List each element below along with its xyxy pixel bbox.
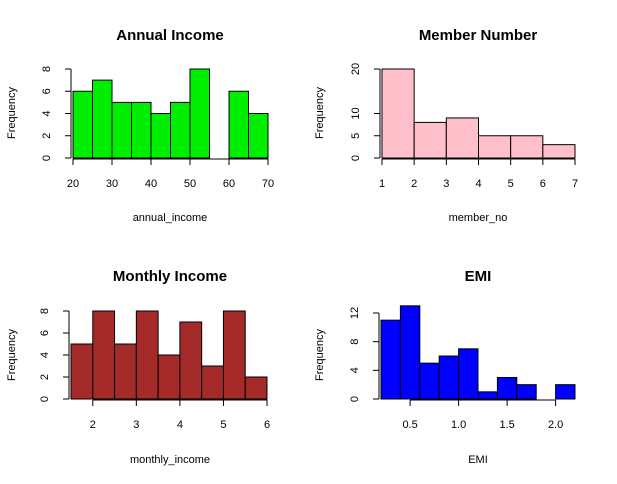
histogram-bar — [510, 135, 544, 159]
x-tick-label: 2 — [90, 419, 96, 431]
y-tick-label: 0 — [349, 396, 361, 402]
histogram-bar — [380, 319, 401, 400]
y-tick-label: 10 — [350, 107, 362, 119]
x-tick-label: 5 — [508, 178, 514, 190]
histogram-bar — [92, 79, 113, 159]
histogram-bar — [413, 121, 447, 159]
histogram-bar — [157, 354, 181, 400]
histogram-bar — [135, 310, 159, 400]
x-tick-label: 60 — [223, 178, 235, 190]
x-tick-label: 1.0 — [451, 419, 466, 431]
histogram-bar — [399, 305, 421, 400]
x-tick-label: 3 — [133, 419, 139, 431]
y-tick-label: 4 — [349, 367, 361, 373]
x-tick-label: 30 — [106, 178, 118, 190]
histogram-bar — [201, 365, 224, 400]
panel-monthly-income: Monthly Income monthly_income Frequency … — [6, 268, 270, 466]
histogram-bar — [189, 68, 210, 159]
histogram-bar — [445, 117, 480, 159]
y-tick-label: 0 — [41, 155, 53, 161]
chart-title: Monthly Income — [113, 268, 227, 285]
panel-annual-income: Annual Income annual_income Frequency 20… — [6, 27, 274, 224]
histogram-bar — [244, 376, 268, 400]
x-axis-label: member_no — [449, 212, 508, 224]
histogram-bar — [70, 343, 94, 400]
chart-title: Member Number — [419, 27, 538, 44]
y-axis-label: Frequency — [314, 329, 326, 381]
histogram-bar — [458, 348, 479, 400]
x-axis-label: annual_income — [133, 212, 208, 224]
y-tick-label: 12 — [349, 307, 361, 319]
y-tick-label: 0 — [350, 155, 362, 161]
y-tick-label: 20 — [350, 63, 362, 75]
y-tick-label: 4 — [39, 352, 51, 358]
chart-title: Annual Income — [116, 27, 224, 44]
histogram-bar — [114, 343, 137, 400]
histogram-bar — [496, 377, 518, 400]
histogram-bar — [222, 310, 246, 400]
y-tick-label: 6 — [41, 88, 53, 94]
x-tick-label: 0.5 — [402, 419, 417, 431]
x-tick-label: 1 — [379, 178, 385, 190]
x-axis-label: monthly_income — [130, 454, 210, 466]
panel-emi: EMI EMI Frequency 0.5 1.0 1.5 2.0 0 4 8 12 — [314, 268, 576, 466]
histogram-bar — [72, 90, 93, 159]
y-tick-label: 8 — [41, 66, 53, 72]
x-tick-label: 4 — [177, 419, 183, 431]
histogram-bar — [381, 68, 415, 159]
chart-title: EMI — [465, 268, 492, 285]
histogram-bar — [555, 384, 576, 400]
x-tick-label: 40 — [145, 178, 157, 190]
y-tick-label: 8 — [39, 308, 51, 314]
x-tick-label: 50 — [184, 178, 196, 190]
x-tick-label: 6 — [264, 419, 270, 431]
y-axis-label: Frequency — [314, 87, 326, 139]
x-tick-label: 4 — [475, 178, 481, 190]
histogram-bar — [111, 101, 132, 159]
x-tick-label: 5 — [220, 419, 226, 431]
histogram-bar — [150, 113, 171, 159]
x-tick-label: 3 — [443, 178, 449, 190]
y-tick-label: 5 — [350, 133, 362, 139]
histogram-bar — [542, 144, 576, 159]
x-tick-label: 6 — [540, 178, 546, 190]
y-tick-label: 4 — [41, 110, 53, 116]
histogram-bar — [477, 391, 498, 400]
panel-member-number: Member Number member_no Frequency 1 2 3 4 5 6… — [314, 27, 578, 224]
histogram-bar — [179, 321, 203, 400]
histogram-bar — [248, 113, 269, 159]
y-tick-label: 8 — [349, 339, 361, 345]
y-tick-label: 6 — [39, 330, 51, 336]
y-tick-label: 2 — [41, 133, 53, 139]
histogram-bar — [131, 101, 152, 159]
y-tick-label: 2 — [39, 374, 51, 380]
x-axis-label: EMI — [468, 454, 488, 466]
histogram-bar — [92, 310, 116, 400]
y-axis-label: Frequency — [6, 87, 18, 139]
x-tick-label: 7 — [572, 178, 578, 190]
histogram-bar — [170, 101, 191, 159]
histogram-bar — [478, 135, 512, 159]
y-tick-label: 0 — [39, 396, 51, 402]
histogram-bar — [516, 384, 537, 400]
histogram-bar — [419, 362, 440, 400]
x-tick-label: 20 — [67, 178, 79, 190]
y-axis-label: Frequency — [6, 329, 18, 381]
histogram-bar — [438, 355, 460, 400]
x-tick-label: 70 — [262, 178, 274, 190]
histogram-bar — [228, 90, 249, 159]
x-tick-label: 2.0 — [548, 419, 563, 431]
x-tick-label: 1.5 — [499, 419, 514, 431]
x-tick-label: 2 — [411, 178, 417, 190]
